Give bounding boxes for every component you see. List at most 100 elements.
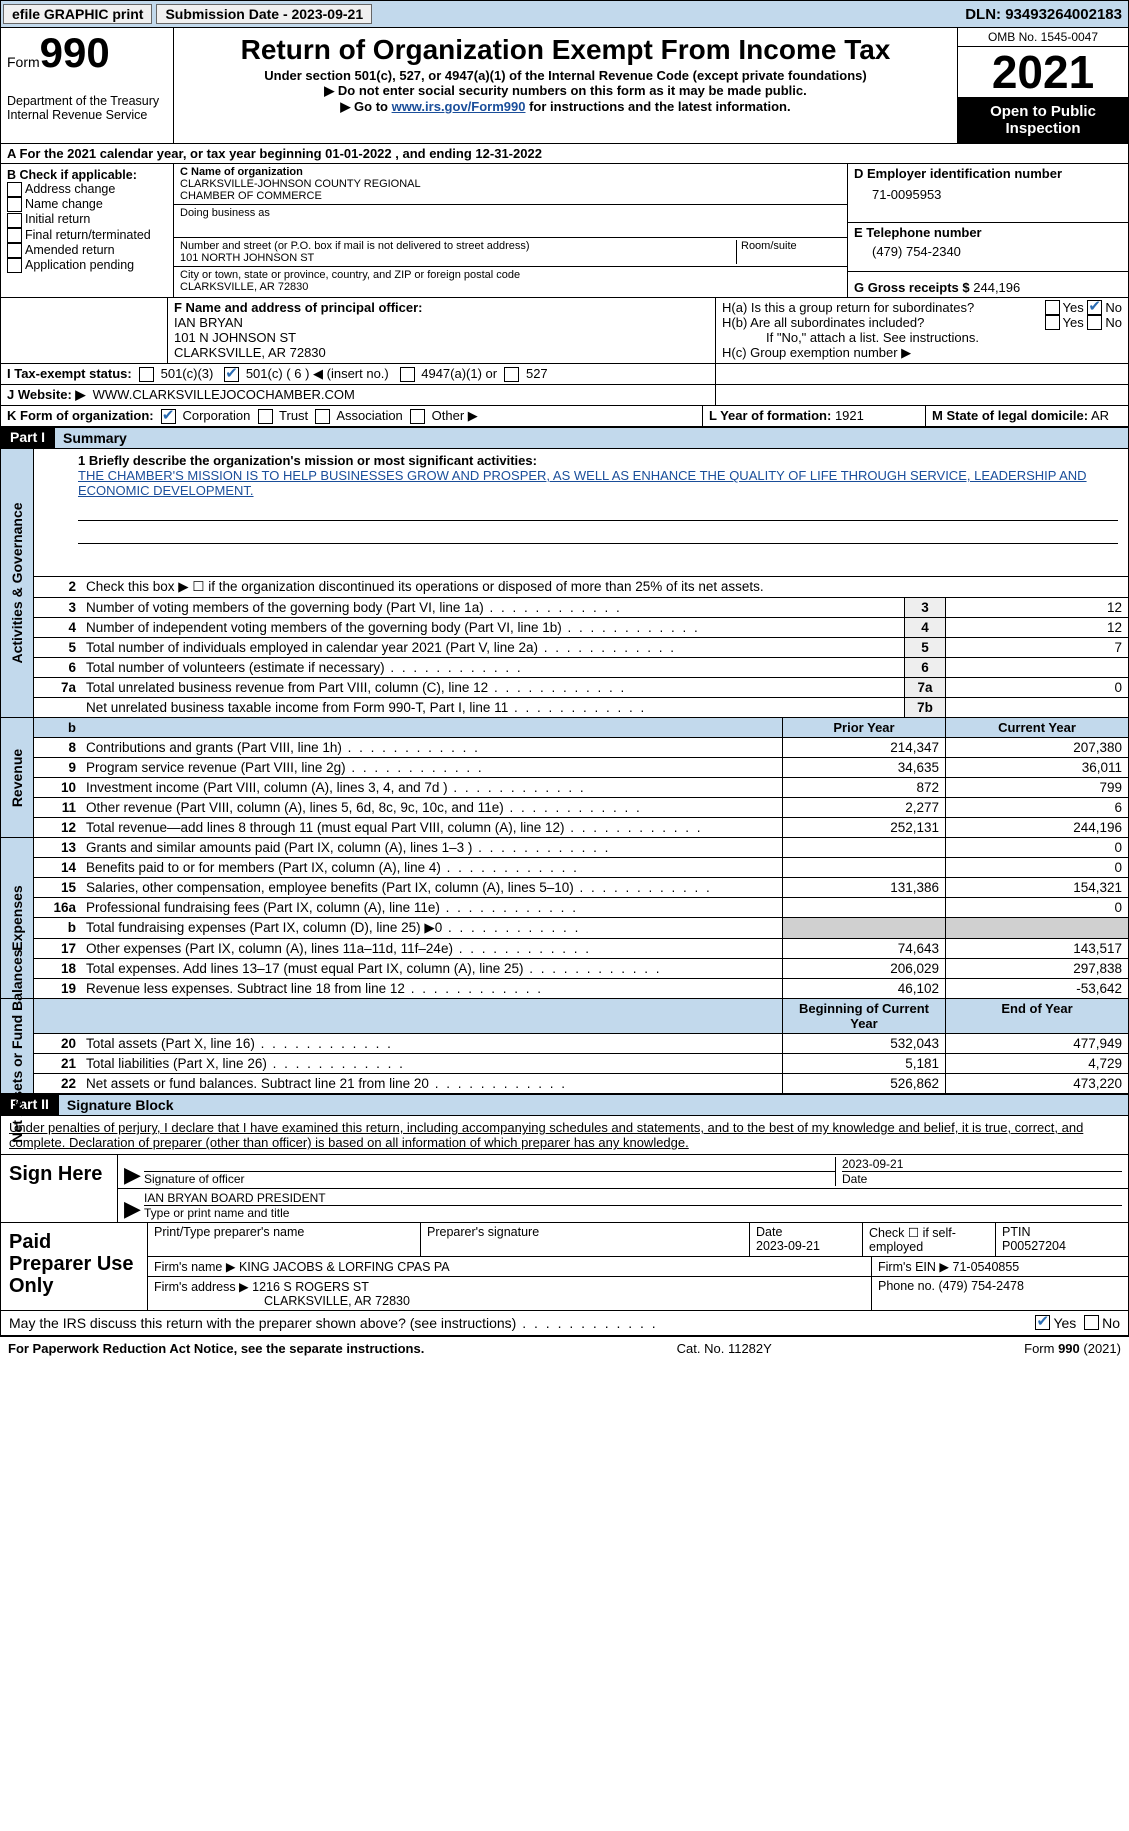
submission-date-button[interactable]: Submission Date - 2023-09-21: [156, 4, 372, 24]
omb-number: OMB No. 1545-0047: [958, 28, 1128, 47]
officer-group-row: F Name and address of principal officer:…: [0, 298, 1129, 364]
part2-header-row: Part II Signature Block: [0, 1094, 1129, 1116]
open-to-public: Open to Public Inspection: [958, 97, 1128, 143]
instr-link: ▶ Go to www.irs.gov/Form990 for instruct…: [180, 99, 951, 115]
instr-ssn: ▶ Do not enter social security numbers o…: [180, 83, 951, 99]
summary-line: 21Total liabilities (Part X, line 26)5,1…: [34, 1054, 1128, 1074]
footer-mid: Cat. No. 11282Y: [677, 1341, 772, 1356]
checkbox-name-change[interactable]: [7, 197, 22, 212]
name-arrow-icon: ▶: [124, 1198, 144, 1220]
checkbox-527[interactable]: [504, 367, 519, 382]
col-prior-year: Prior Year: [782, 718, 945, 737]
checkbox-association[interactable]: [315, 409, 330, 424]
dept-irs: Internal Revenue Service: [7, 108, 167, 122]
org-info-block: B Check if applicable: Address change Na…: [0, 164, 1129, 298]
ein-value: 71-0095953: [854, 181, 1122, 202]
checkbox-address-change[interactable]: [7, 182, 22, 197]
checkbox-application-pending[interactable]: [7, 258, 22, 273]
dept-treasury: Department of the Treasury: [7, 94, 167, 108]
checkbox-corporation[interactable]: [161, 409, 176, 424]
summary-line: 6Total number of volunteers (estimate if…: [34, 658, 1128, 678]
paid-preparer-label: Paid Preparer Use Only: [1, 1223, 147, 1310]
form-subtitle: Under section 501(c), 527, or 4947(a)(1)…: [180, 68, 951, 83]
summary-line: 12Total revenue—add lines 8 through 11 (…: [34, 818, 1128, 837]
summary-line: 22Net assets or fund balances. Subtract …: [34, 1074, 1128, 1093]
section-c: C Name of organization CLARKSVILLE-JOHNS…: [174, 164, 847, 297]
part1-tag: Part I: [0, 427, 55, 449]
summary-line: 8Contributions and grants (Part VIII, li…: [34, 738, 1128, 758]
summary-line: Net unrelated business taxable income fr…: [34, 698, 1128, 717]
summary-line: 20Total assets (Part X, line 16)532,0434…: [34, 1034, 1128, 1054]
irs-link[interactable]: www.irs.gov/Form990: [392, 99, 526, 114]
section-g-label: G Gross receipts $: [854, 280, 970, 295]
checkbox-discuss-no[interactable]: [1084, 1315, 1099, 1330]
page-footer: For Paperwork Reduction Act Notice, see …: [0, 1336, 1129, 1360]
checkbox-amended[interactable]: [7, 243, 22, 258]
summary-line: 5Total number of individuals employed in…: [34, 638, 1128, 658]
summary-line: 14Benefits paid to or for members (Part …: [34, 858, 1128, 878]
checkbox-ha-yes[interactable]: [1045, 300, 1060, 315]
form-title: Return of Organization Exempt From Incom…: [180, 34, 951, 66]
form-org-row: K Form of organization: Corporation Trus…: [0, 406, 1129, 427]
col-begin-year: Beginning of Current Year: [782, 999, 945, 1033]
checkbox-other[interactable]: [410, 409, 425, 424]
summary-line: 11Other revenue (Part VIII, column (A), …: [34, 798, 1128, 818]
footer-left: For Paperwork Reduction Act Notice, see …: [8, 1341, 424, 1356]
expenses-section: Expenses 13Grants and similar amounts pa…: [0, 838, 1129, 999]
signature-arrow-icon: ▶: [124, 1164, 144, 1186]
checkbox-hb-yes[interactable]: [1045, 315, 1060, 330]
sig-date-label: Date: [842, 1172, 1122, 1186]
phone-value: (479) 754-2340: [854, 240, 1122, 259]
summary-line: 4Number of independent voting members of…: [34, 618, 1128, 638]
discuss-row: May the IRS discuss this return with the…: [0, 1311, 1129, 1336]
tax-year: 2021: [958, 47, 1128, 97]
officer-name-label: Type or print name and title: [144, 1206, 1122, 1220]
checkbox-501c3[interactable]: [139, 367, 154, 382]
gross-receipts-value: 244,196: [973, 280, 1020, 295]
summary-line: 7aTotal unrelated business revenue from …: [34, 678, 1128, 698]
sign-here-label: Sign Here: [1, 1154, 118, 1222]
section-b: B Check if applicable: Address change Na…: [0, 164, 174, 297]
summary-line: bTotal fundraising expenses (Part IX, co…: [34, 918, 1128, 939]
summary-line: 17Other expenses (Part IX, column (A), l…: [34, 939, 1128, 959]
summary-line: 10Investment income (Part VIII, column (…: [34, 778, 1128, 798]
form-header: Form990 Department of the Treasury Inter…: [0, 28, 1129, 144]
checkbox-initial-return[interactable]: [7, 213, 22, 228]
checkbox-discuss-yes[interactable]: [1035, 1315, 1050, 1330]
efile-button[interactable]: efile GRAPHIC print: [3, 4, 152, 24]
prep-name-header: Print/Type preparer's name: [148, 1223, 421, 1256]
signature-block: Under penalties of perjury, I declare th…: [0, 1116, 1129, 1223]
officer-name-value: IAN BRYAN BOARD PRESIDENT: [144, 1191, 1122, 1206]
checkbox-final-return[interactable]: [7, 228, 22, 243]
summary-line: 19Revenue less expenses. Subtract line 1…: [34, 979, 1128, 998]
sig-date-value: 2023-09-21: [842, 1157, 1122, 1172]
col-current-year: Current Year: [945, 718, 1128, 737]
calendar-year-line: A For the 2021 calendar year, or tax yea…: [0, 144, 1129, 164]
sig-officer-label: Signature of officer: [144, 1172, 245, 1186]
self-employed-label: Check ☐ if self-employed: [863, 1223, 996, 1256]
net-assets-section: Net Assets or Fund Balances Beginning of…: [0, 999, 1129, 1094]
form-word: Form: [7, 54, 40, 70]
summary-line: 13Grants and similar amounts paid (Part …: [34, 838, 1128, 858]
summary-line: 15Salaries, other compensation, employee…: [34, 878, 1128, 898]
h-c-label: H(c) Group exemption number ▶: [722, 345, 1122, 361]
checkbox-ha-no[interactable]: [1087, 300, 1102, 315]
revenue-section: Revenue b Prior Year Current Year 8Contr…: [0, 718, 1129, 838]
section-e-label: E Telephone number: [854, 225, 1122, 240]
vlabel-net: Net Assets or Fund Balances: [9, 950, 25, 1143]
part1-title: Summary: [55, 427, 1129, 449]
checkbox-hb-no[interactable]: [1087, 315, 1102, 330]
declaration-text: Under penalties of perjury, I declare th…: [1, 1116, 1128, 1154]
checkbox-501c[interactable]: [224, 367, 239, 382]
paid-preparer-block: Paid Preparer Use Only Print/Type prepar…: [0, 1223, 1129, 1311]
summary-line: 3Number of voting members of the governi…: [34, 598, 1128, 618]
checkbox-trust[interactable]: [258, 409, 273, 424]
part2-title: Signature Block: [59, 1094, 1129, 1116]
summary-line: 18Total expenses. Add lines 13–17 (must …: [34, 959, 1128, 979]
h-b-label: H(b) Are all subordinates included?: [722, 315, 1045, 330]
checkbox-4947[interactable]: [400, 367, 415, 382]
summary-line: 9Program service revenue (Part VIII, lin…: [34, 758, 1128, 778]
website-row: J Website: ▶ WWW.CLARKSVILLEJOCOCHAMBER.…: [0, 385, 1129, 406]
prep-sig-header: Preparer's signature: [421, 1223, 750, 1256]
vlabel-exp: Expenses: [9, 885, 25, 950]
